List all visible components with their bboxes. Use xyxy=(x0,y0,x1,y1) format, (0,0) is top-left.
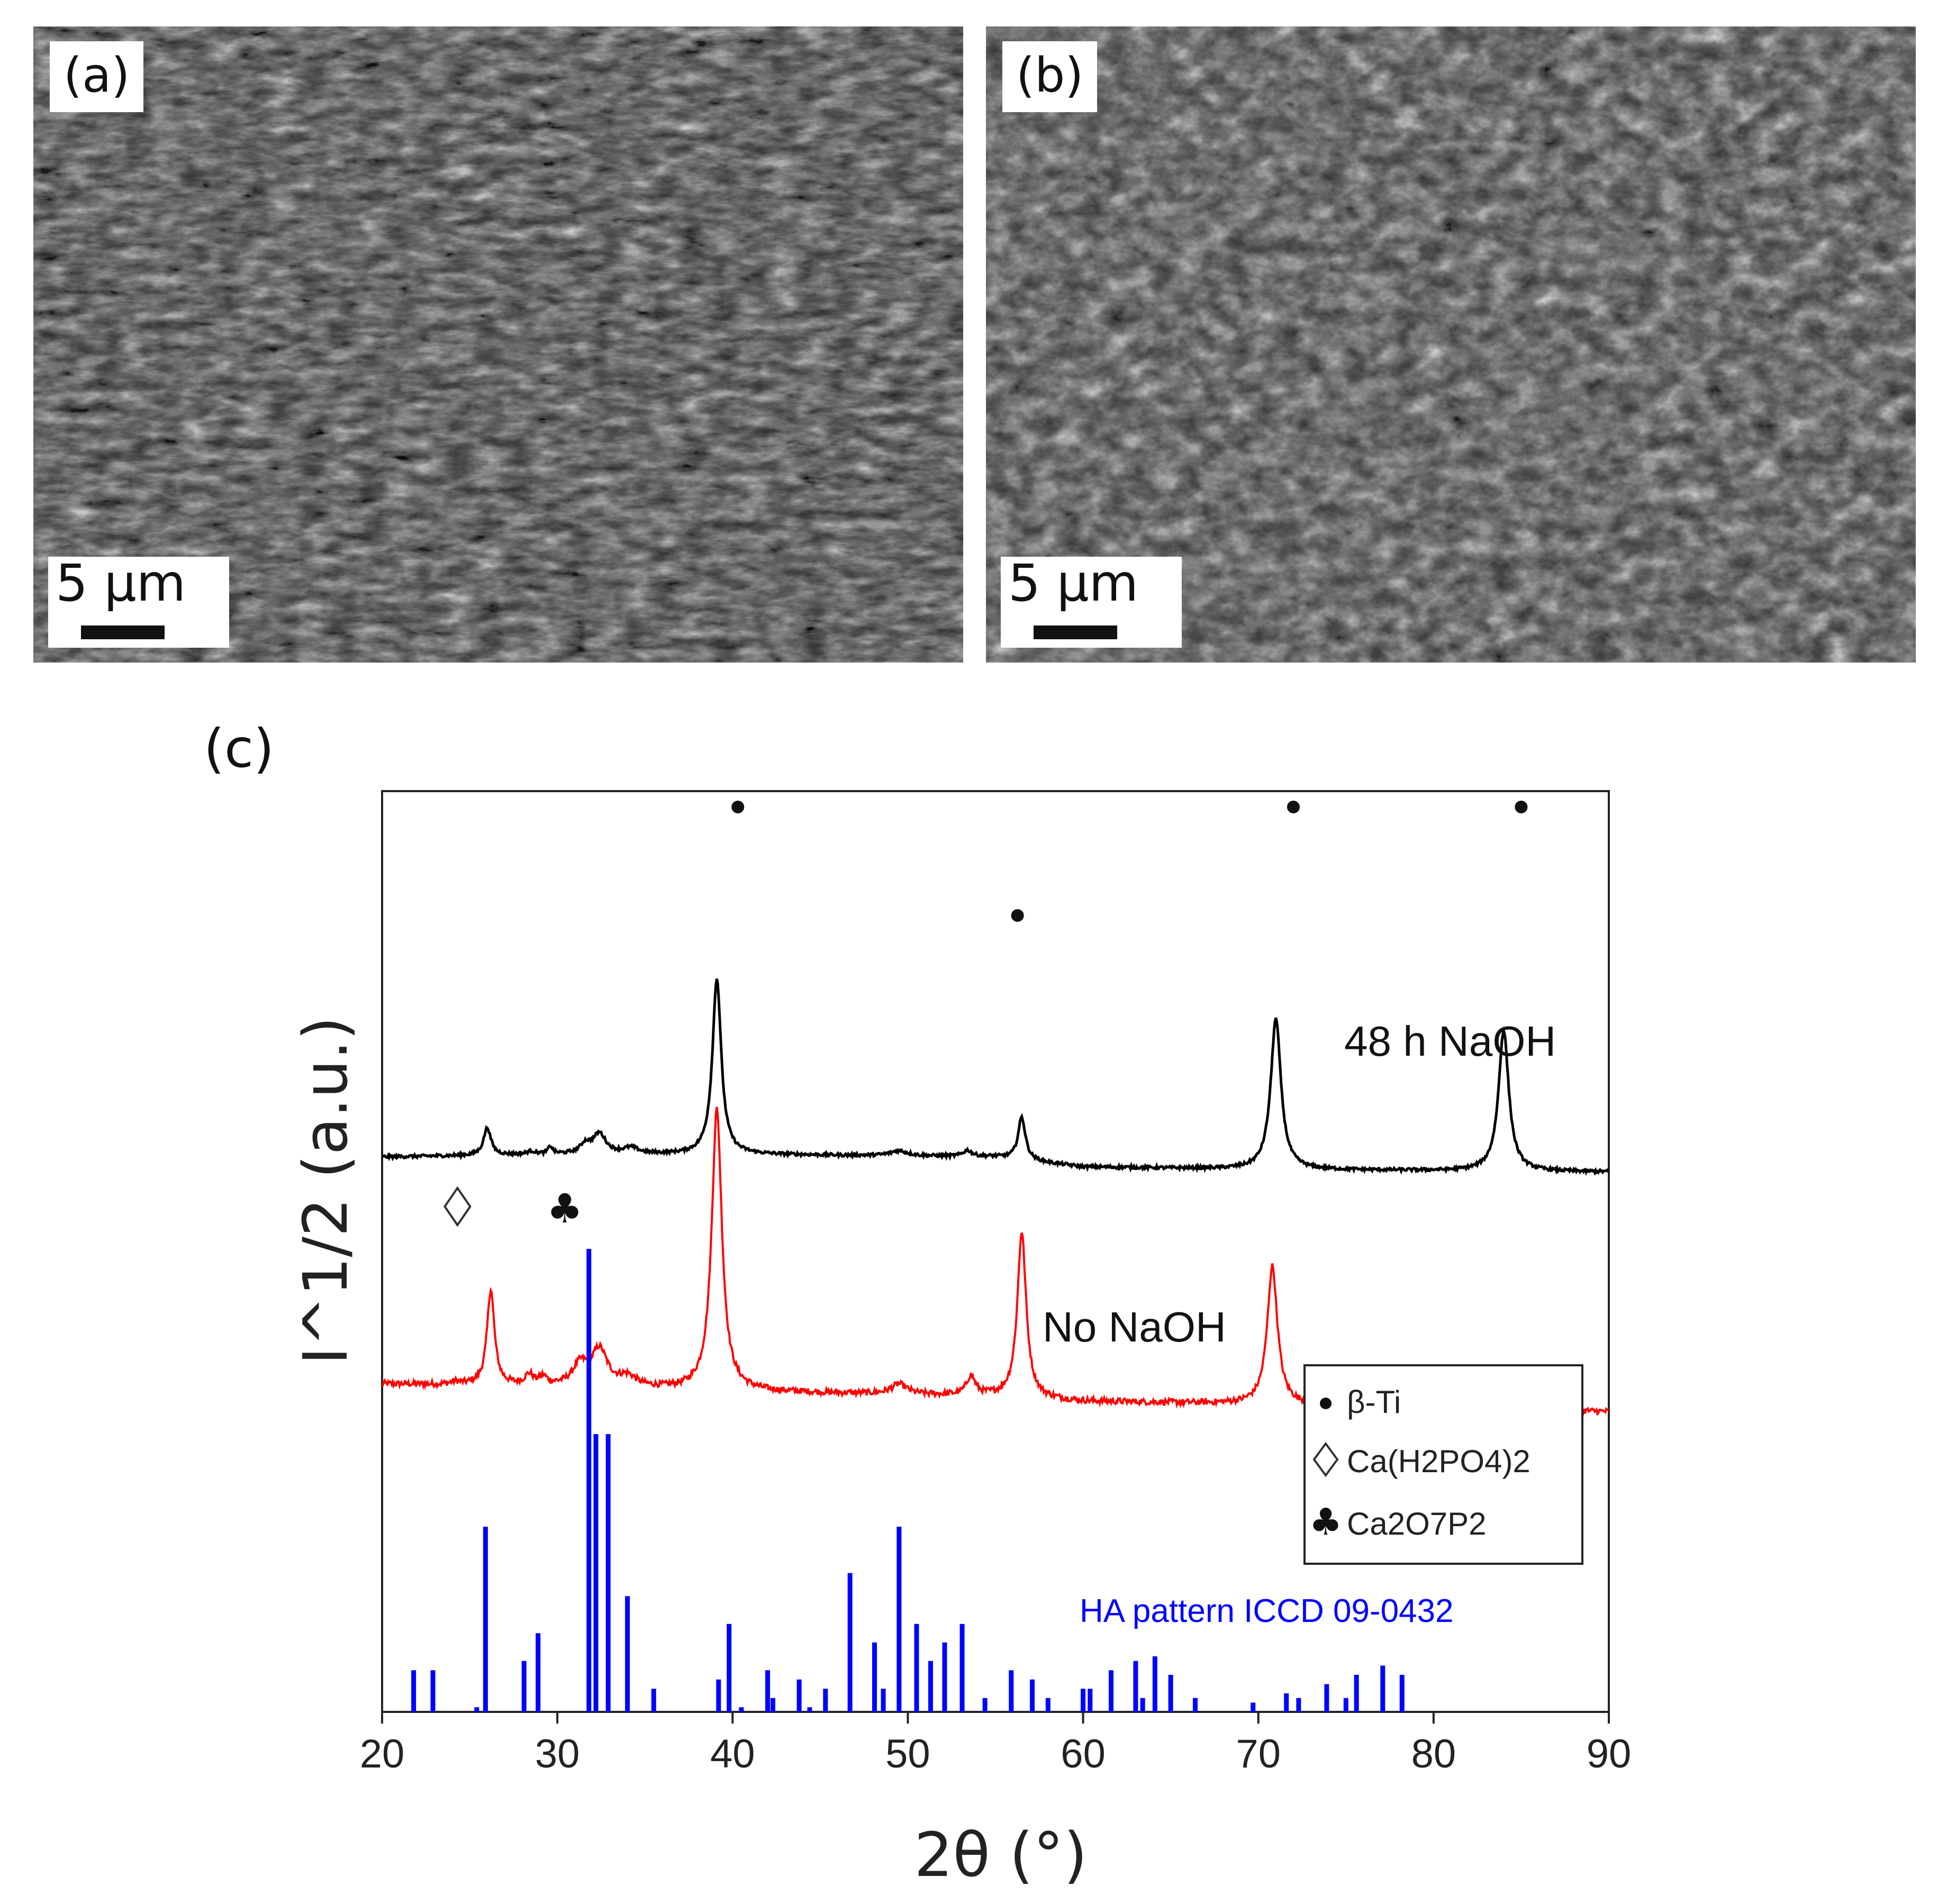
legend-label-beta-ti: β-Ti xyxy=(1347,1384,1401,1420)
beta-ti-marker xyxy=(1515,801,1528,813)
panel-label-b: (b) xyxy=(1002,41,1098,112)
club-marker: ♣ xyxy=(547,1185,583,1232)
series-line-48h-naoh xyxy=(382,978,1609,1176)
legend-label-ca2o7p2: Ca2O7P2 xyxy=(1347,1506,1487,1542)
sem-image-a: (a) 5 μm xyxy=(33,26,963,663)
plot-frame xyxy=(381,790,1610,1713)
scale-bar-a xyxy=(81,625,165,639)
beta-ti-marker xyxy=(731,801,745,813)
ha-pattern-label: HA pattern ICCD 09-0432 xyxy=(1080,1593,1454,1629)
scale-bar-b xyxy=(1034,625,1117,639)
legend-dot-symbol xyxy=(1320,1398,1332,1409)
beta-ti-marker xyxy=(1011,909,1024,922)
scale-bar-box-a: 5 μm xyxy=(48,557,229,648)
legend: ♣ β-Ti Ca(H2PO4)2 Ca2O7P2 xyxy=(1303,1364,1583,1565)
legend-label-ca-h2po4: Ca(H2PO4)2 xyxy=(1347,1444,1531,1479)
x-tick-label: 60 xyxy=(1061,1731,1106,1776)
beta-ti-marker xyxy=(1287,801,1300,813)
x-tick-label: 20 xyxy=(360,1731,405,1776)
sem-texture-b xyxy=(986,26,1916,663)
x-tick-label: 40 xyxy=(710,1731,755,1776)
x-tick-label: 80 xyxy=(1411,1731,1456,1776)
scale-bar-box-b: 5 μm xyxy=(1001,557,1182,648)
panel-label-c: (c) xyxy=(204,718,275,779)
legend-diamond-symbol xyxy=(1312,1441,1339,1477)
legend-club-symbol: ♣ xyxy=(1309,1500,1343,1544)
sem-texture-a xyxy=(33,26,963,663)
x-tick-label: 50 xyxy=(885,1731,930,1776)
diamond-marker xyxy=(443,1186,472,1227)
series-label-48h-naoh: 48 h NaOH xyxy=(1344,1018,1556,1065)
x-tick-label: 30 xyxy=(535,1731,580,1776)
x-tick-label: 90 xyxy=(1587,1731,1632,1776)
x-axis-label: 2θ (°) xyxy=(914,1820,1087,1891)
scale-label-b: 5 μm xyxy=(1008,554,1139,613)
panel-label-a: (a) xyxy=(50,41,144,112)
scale-label-a: 5 μm xyxy=(56,554,186,613)
legend-box xyxy=(1303,1364,1583,1565)
sem-image-b: (b) 5 μm xyxy=(986,26,1916,663)
x-tick-label: 70 xyxy=(1236,1731,1281,1776)
y-axis-label: I^1/2 (a.u.) xyxy=(291,1017,361,1365)
series-label-no-naoh: No NaOH xyxy=(1043,1303,1226,1350)
